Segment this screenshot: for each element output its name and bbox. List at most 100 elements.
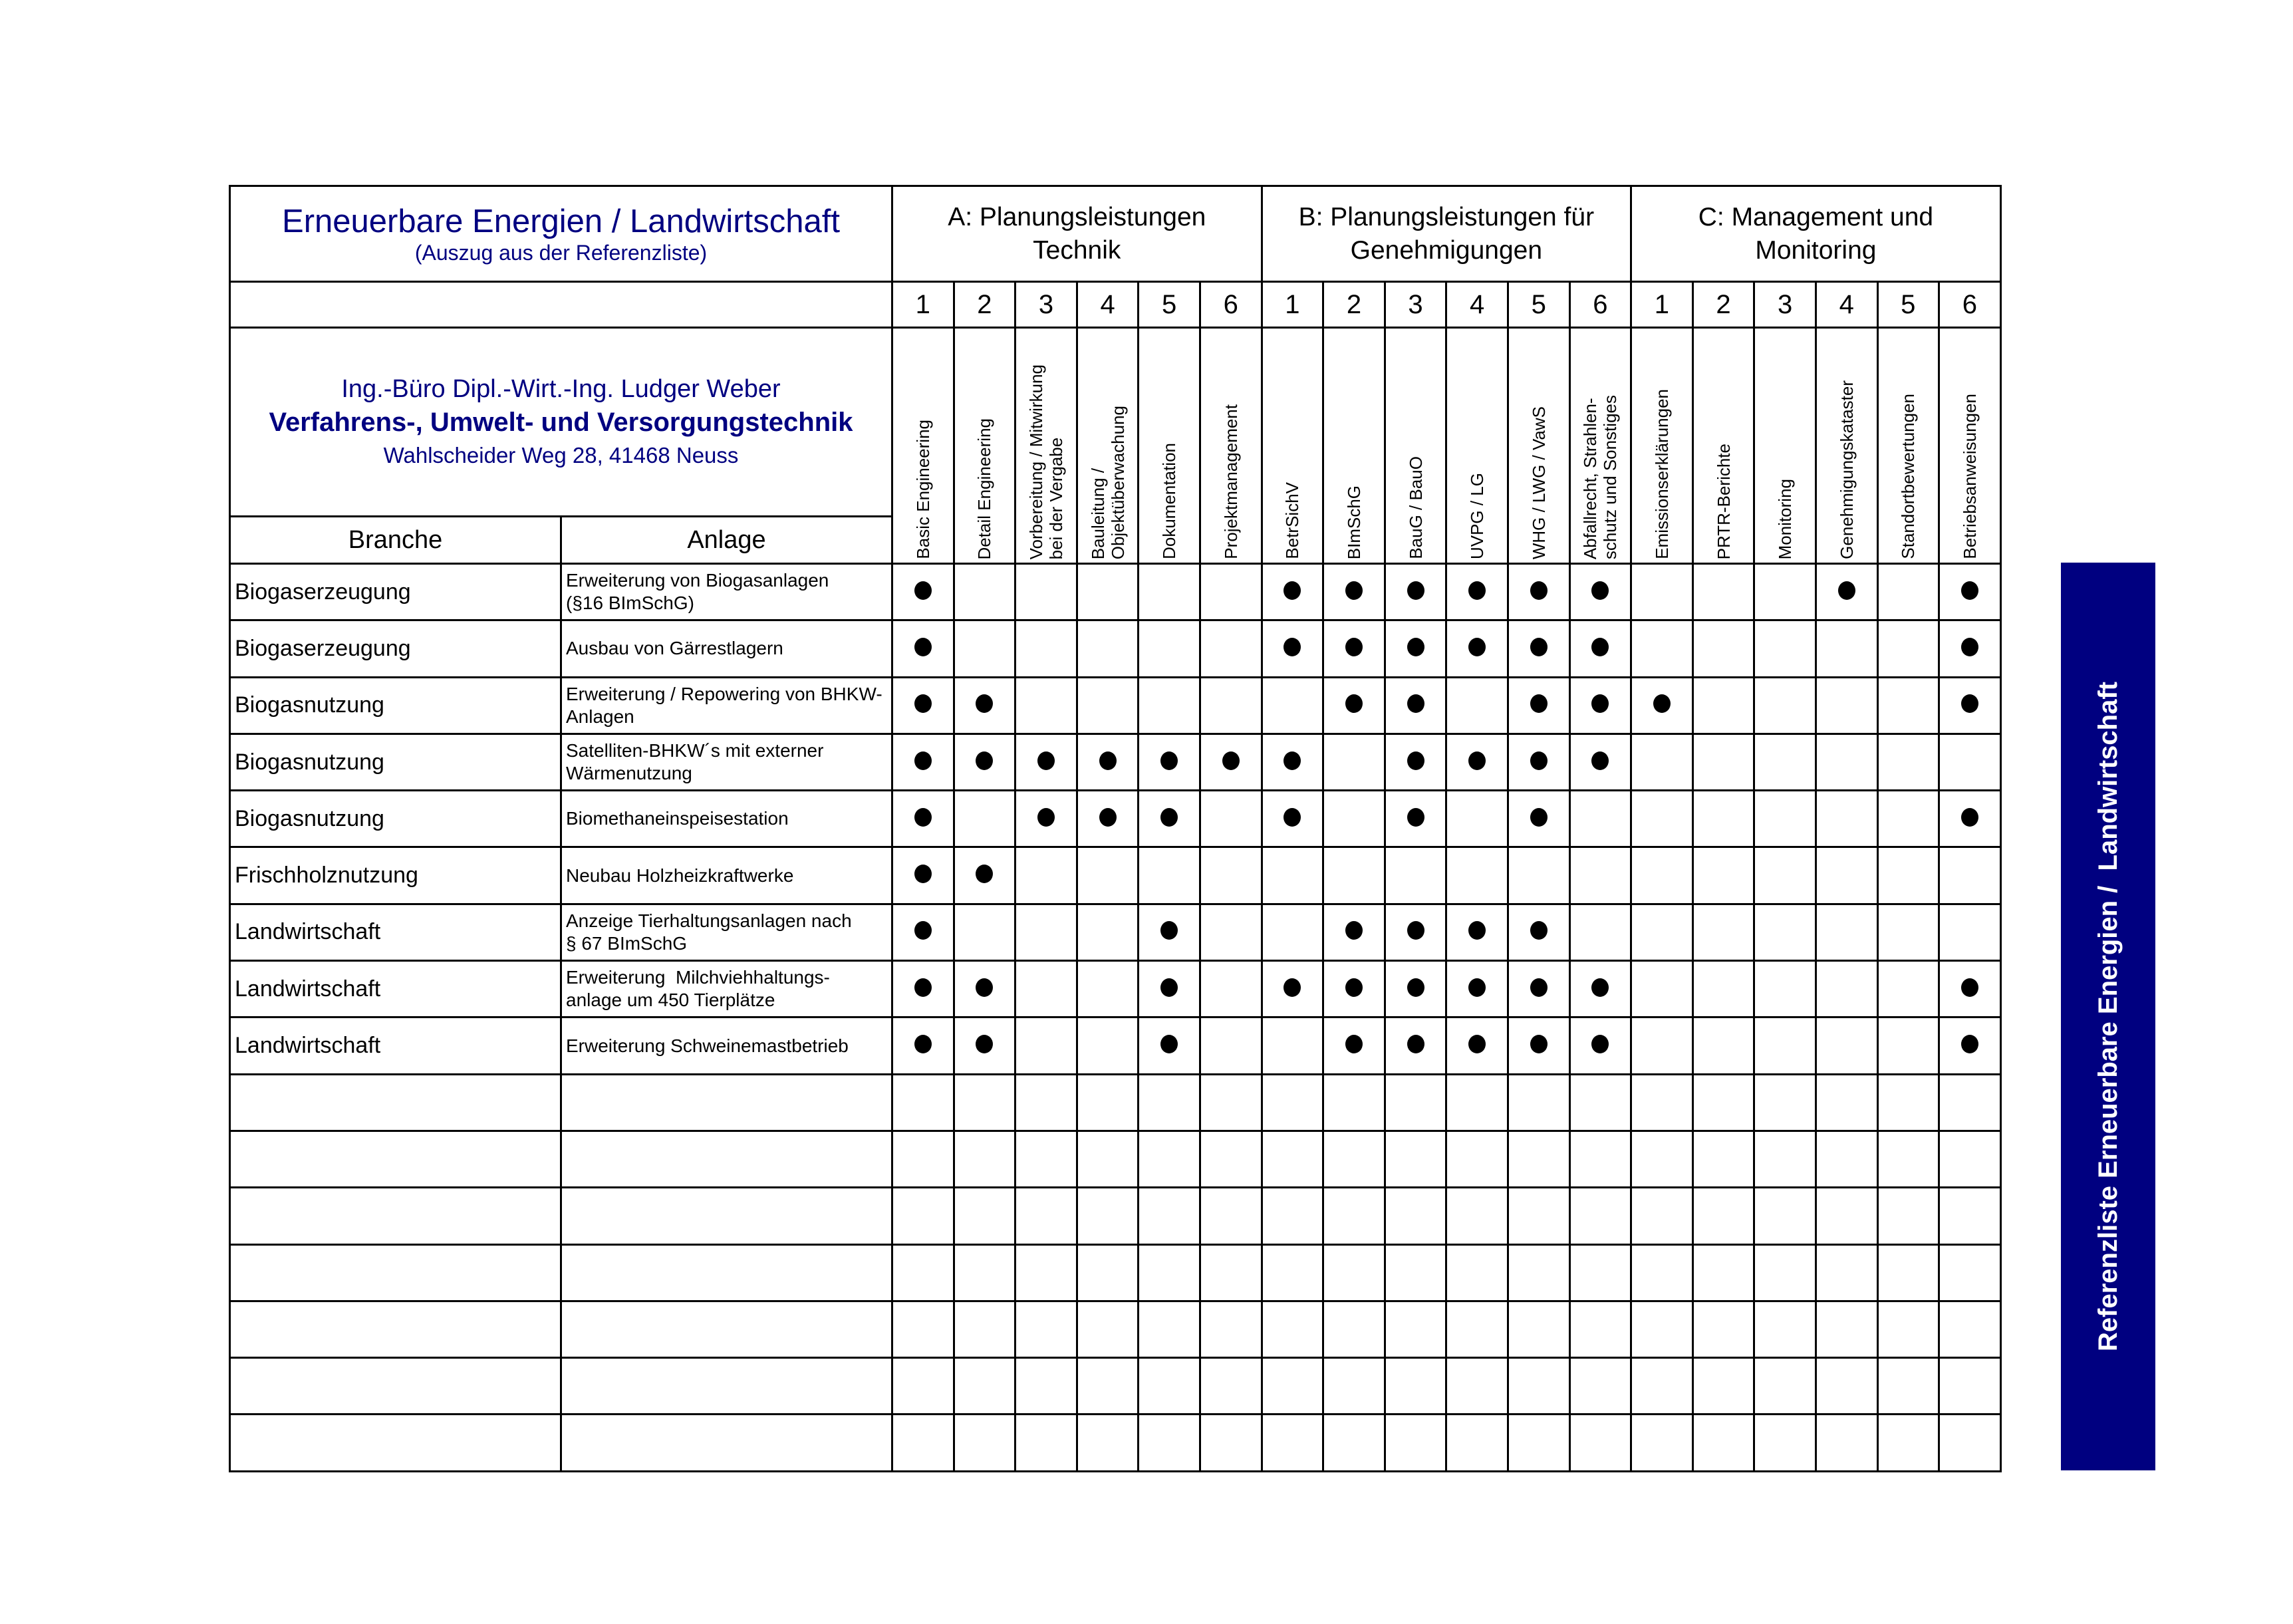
- mark-cell: [1753, 1186, 1817, 1246]
- mark-cell: [952, 1016, 1017, 1075]
- bullet-icon: [1345, 694, 1363, 714]
- bullet-icon: [1530, 694, 1548, 714]
- mark-cell: [1630, 732, 1694, 792]
- mark-cell: [1260, 902, 1325, 962]
- mark-cell: [1691, 1016, 1756, 1075]
- mark-cell: [1630, 1016, 1694, 1075]
- bullet-icon: [1530, 581, 1548, 600]
- mark-cell: [1445, 1129, 1509, 1189]
- mark-cell: [1445, 562, 1509, 622]
- bullet-icon: [1345, 1035, 1363, 1054]
- bullet-icon: [1407, 807, 1424, 827]
- anlage-cell: Biomethaneinspeisestation: [560, 789, 893, 849]
- company-name: Ing.-Büro Dipl.-Wirt.-Ing. Ludger Weber: [341, 374, 781, 403]
- branche-cell: Biogasnutzung: [229, 732, 562, 792]
- mark-cell: [952, 960, 1017, 1019]
- mark-cell: [1445, 960, 1509, 1019]
- mark-cell: [1753, 562, 1817, 622]
- mark-cell: [891, 1243, 955, 1302]
- mark-cell: [1075, 1243, 1140, 1302]
- mark-cell: [1814, 960, 1879, 1019]
- mark-cell: [1260, 1186, 1325, 1246]
- bullet-icon: [1837, 581, 1855, 600]
- mark-cell: [1260, 1357, 1325, 1416]
- bullet-icon: [1160, 1035, 1178, 1054]
- mark-cell: [1137, 1413, 1201, 1472]
- mark-cell: [1198, 619, 1263, 678]
- mark-cell: [1198, 1129, 1263, 1189]
- column-number: 5: [1137, 281, 1201, 329]
- service-header: Projektmanagement: [1198, 327, 1263, 565]
- mark-cell: [1876, 1186, 1941, 1246]
- bullet-icon: [1407, 581, 1424, 600]
- bullet-icon: [1283, 637, 1301, 656]
- mark-cell: [1322, 562, 1386, 622]
- branche-cell: [229, 1186, 562, 1246]
- mark-cell: [1198, 846, 1263, 905]
- bullet-icon: [1468, 581, 1486, 600]
- service-label: BauG / BauO: [1405, 456, 1426, 559]
- bullet-icon: [1960, 694, 1978, 714]
- service-label-row: Ing.-Büro Dipl.-Wirt.-Ing. Ludger Weber …: [229, 327, 2002, 565]
- mark-cell: [1075, 732, 1140, 792]
- bullet-icon: [1160, 921, 1178, 940]
- mark-cell: [1322, 1413, 1386, 1472]
- mark-cell: [1014, 562, 1078, 622]
- mark-cell: [1506, 846, 1571, 905]
- mark-cell: [1322, 789, 1386, 849]
- mark-cell: [1198, 1357, 1263, 1416]
- mark-cell: [1876, 1129, 1941, 1189]
- mark-cell: [1938, 1016, 2002, 1075]
- anlage-cell: Neubau Holzheizkraftwerke: [560, 846, 893, 905]
- bullet-icon: [1037, 751, 1055, 770]
- mark-cell: [1753, 1129, 1817, 1189]
- bullet-icon: [1222, 751, 1240, 770]
- bullet-icon: [1530, 921, 1548, 940]
- mark-cell: [891, 1186, 955, 1246]
- mark-cell: [1137, 732, 1201, 792]
- anlage-cell: [560, 1243, 893, 1302]
- mark-cell: [1691, 846, 1756, 905]
- service-header: Vorbereitung / Mitwirkung bei der Vergab…: [1014, 327, 1078, 565]
- mark-cell: [1198, 1413, 1263, 1472]
- mark-cell: [1322, 676, 1386, 735]
- bullet-icon: [1160, 807, 1178, 827]
- mark-cell: [1876, 619, 1941, 678]
- page-subtitle: (Auszug aus der Referenzliste): [414, 240, 708, 265]
- bullet-icon: [1960, 978, 1978, 997]
- service-label: WHG / LWG / VawS: [1528, 406, 1549, 559]
- mark-cell: [1568, 676, 1633, 735]
- column-number: 2: [952, 281, 1017, 329]
- mark-cell: [1445, 789, 1509, 849]
- mark-cell: [1753, 1357, 1817, 1416]
- service-label: Projektmanagement: [1220, 404, 1241, 559]
- mark-cell: [891, 732, 955, 792]
- bullet-icon: [1960, 637, 1978, 656]
- column-number: 2: [1691, 281, 1756, 329]
- service-header: Genehmigungskataster: [1814, 327, 1879, 565]
- mark-cell: [1691, 1299, 1756, 1359]
- table-row: Biogaserzeugung Ausbau von Gärrestlagern: [229, 619, 2002, 678]
- mark-cell: [1753, 676, 1817, 735]
- mark-cell: [1260, 846, 1325, 905]
- bullet-icon: [1960, 1035, 1978, 1054]
- bullet-icon: [1407, 694, 1424, 714]
- mark-cell: [891, 1413, 955, 1472]
- mark-cell: [1938, 1129, 2002, 1189]
- mark-cell: [1445, 1413, 1509, 1472]
- mark-cell: [1075, 676, 1140, 735]
- branche-cell: Frischholznutzung: [229, 846, 562, 905]
- mark-cell: [1568, 1357, 1633, 1416]
- mark-cell: [1814, 789, 1879, 849]
- mark-cell: [1814, 619, 1879, 678]
- mark-cell: [1938, 789, 2002, 849]
- mark-cell: [1876, 1243, 1941, 1302]
- bullet-icon: [1530, 751, 1548, 770]
- mark-cell: [1198, 1073, 1263, 1132]
- mark-cell: [1568, 1299, 1633, 1359]
- mark-cell: [1075, 902, 1140, 962]
- mark-cell: [1630, 1299, 1694, 1359]
- service-header: Basic Engineering: [891, 327, 955, 565]
- mark-cell: [1014, 676, 1078, 735]
- service-header: UVPG / LG: [1445, 327, 1509, 565]
